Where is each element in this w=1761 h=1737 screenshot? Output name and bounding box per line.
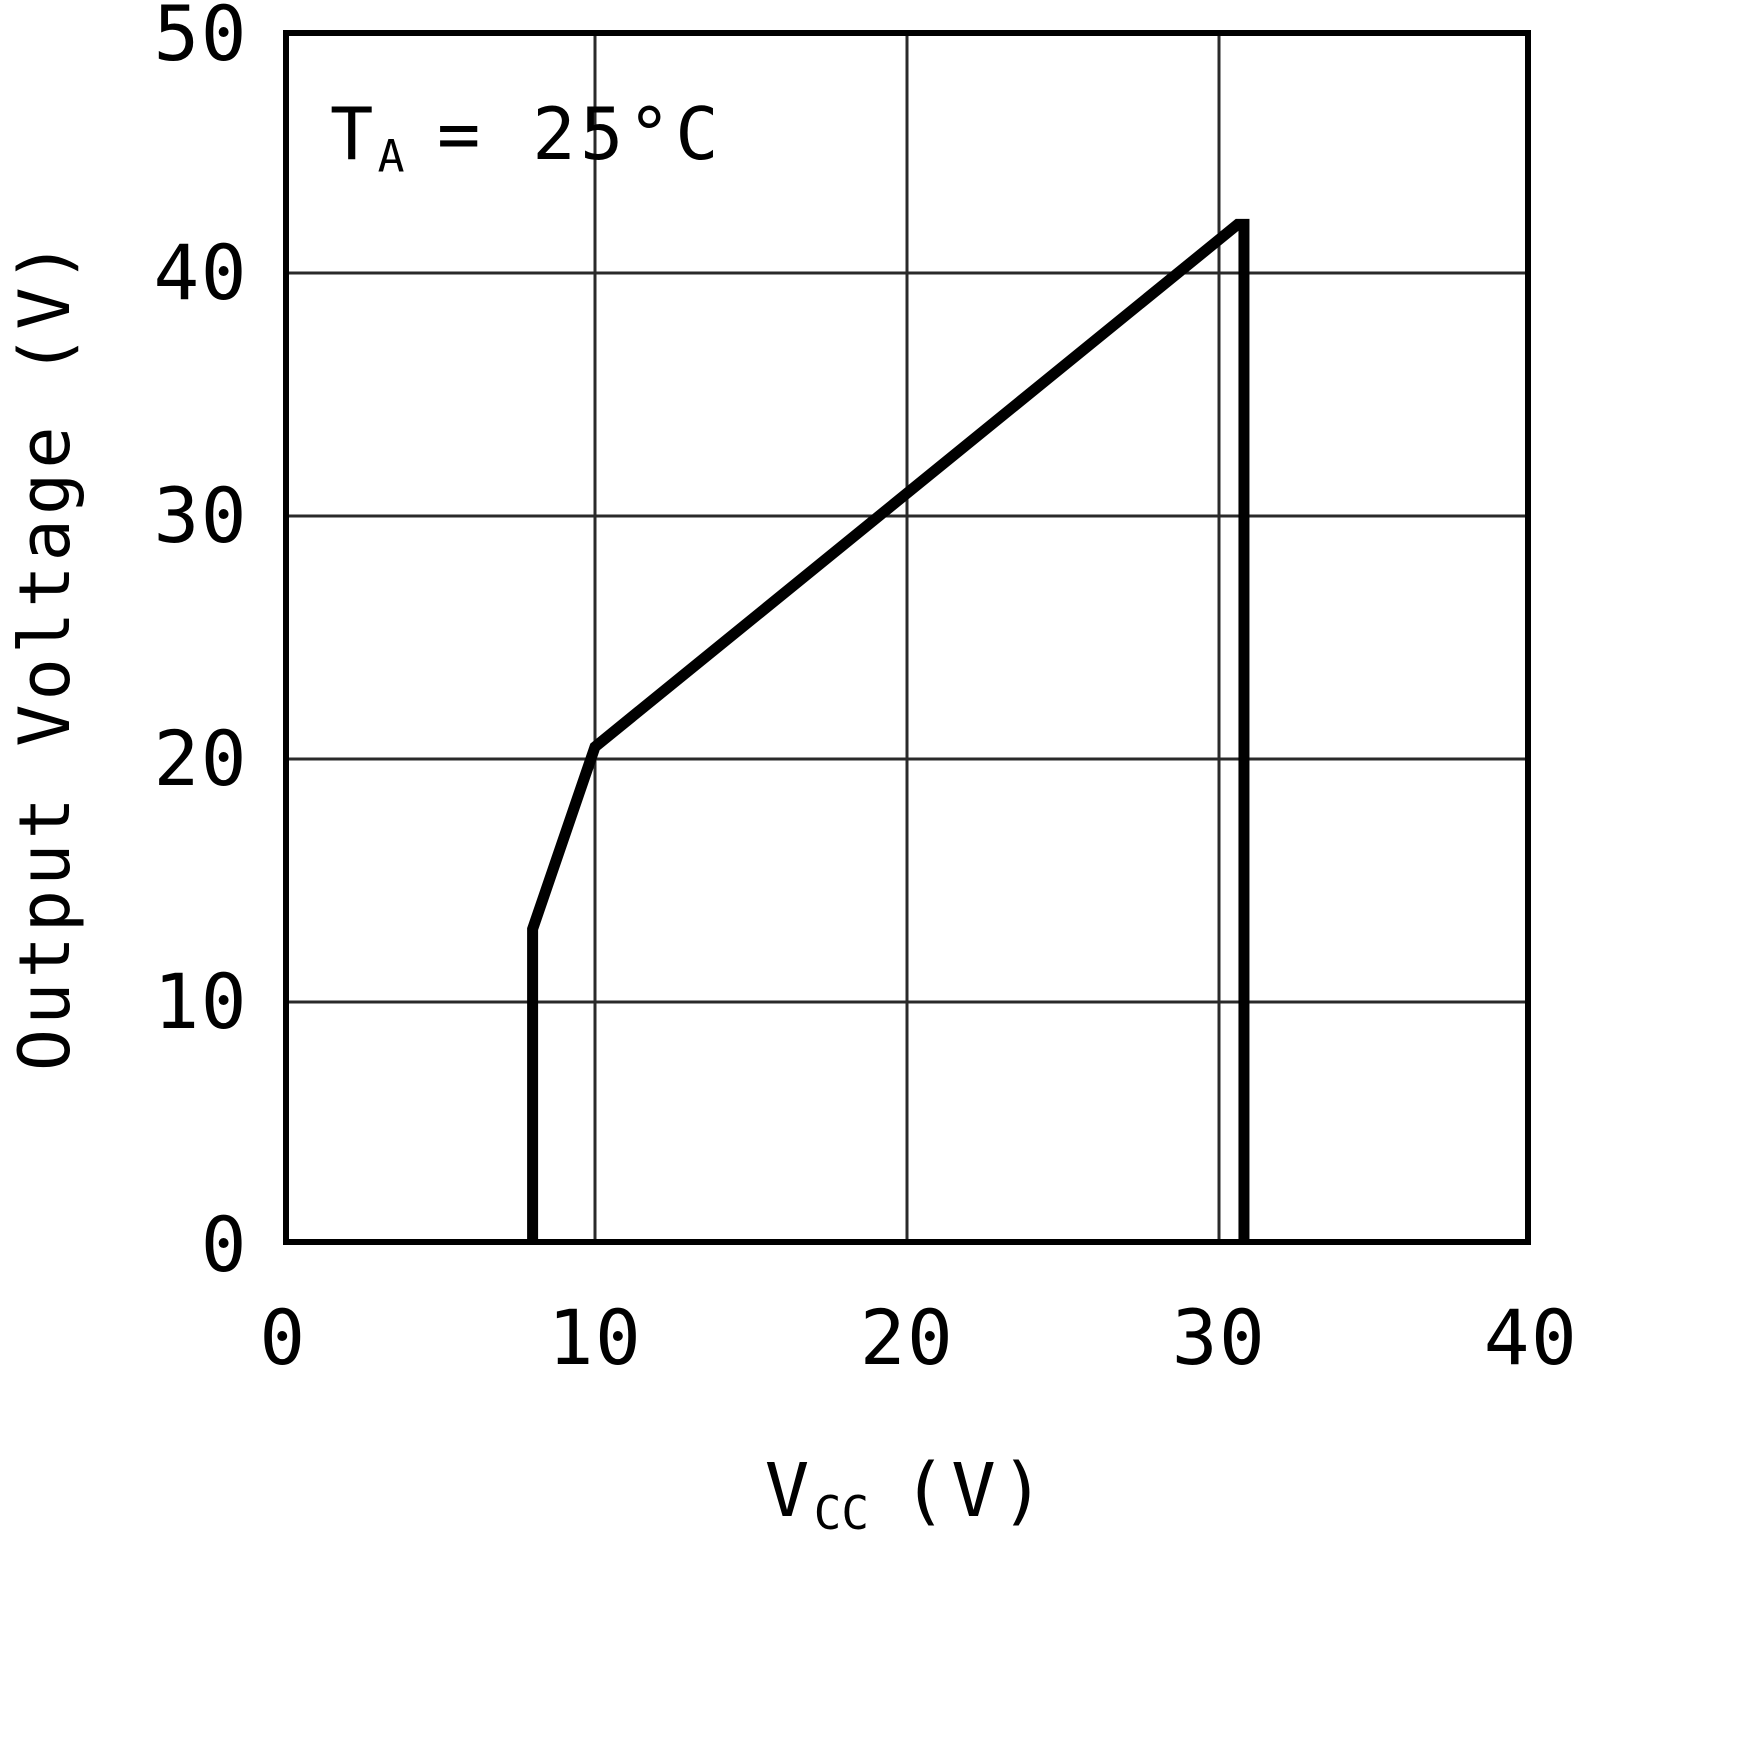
annotation-rest: = 25°C [436,92,723,176]
y-tick-label: 30 [153,471,248,560]
annotation-subscript: A [377,130,405,183]
x-tick-label: 0 [259,1293,307,1382]
y-tick-label: 0 [200,1200,248,1289]
annotation-base: T [330,92,378,176]
x-tick-label: 30 [1171,1293,1267,1382]
x-axis-label-subscript: CC [813,1485,869,1540]
temperature-annotation: TA = 25°C [330,92,723,182]
y-tick-label: 50 [153,0,248,78]
y-axis-label: Output Voltage (V) [4,236,86,1072]
x-tick-label: 40 [1483,1293,1579,1382]
x-axis-label: VCC (V) [283,1448,1531,1540]
x-tick-label: 20 [859,1293,955,1382]
y-tick-label: 20 [153,714,248,803]
y-tick-label: 40 [153,228,248,317]
x-tick-label: 10 [547,1293,643,1382]
y-tick-label: 10 [153,957,248,1046]
x-axis-label-base: V [764,1448,814,1534]
plot-canvas [283,30,1531,1245]
x-axis-label-rest: (V) [902,1448,1050,1534]
